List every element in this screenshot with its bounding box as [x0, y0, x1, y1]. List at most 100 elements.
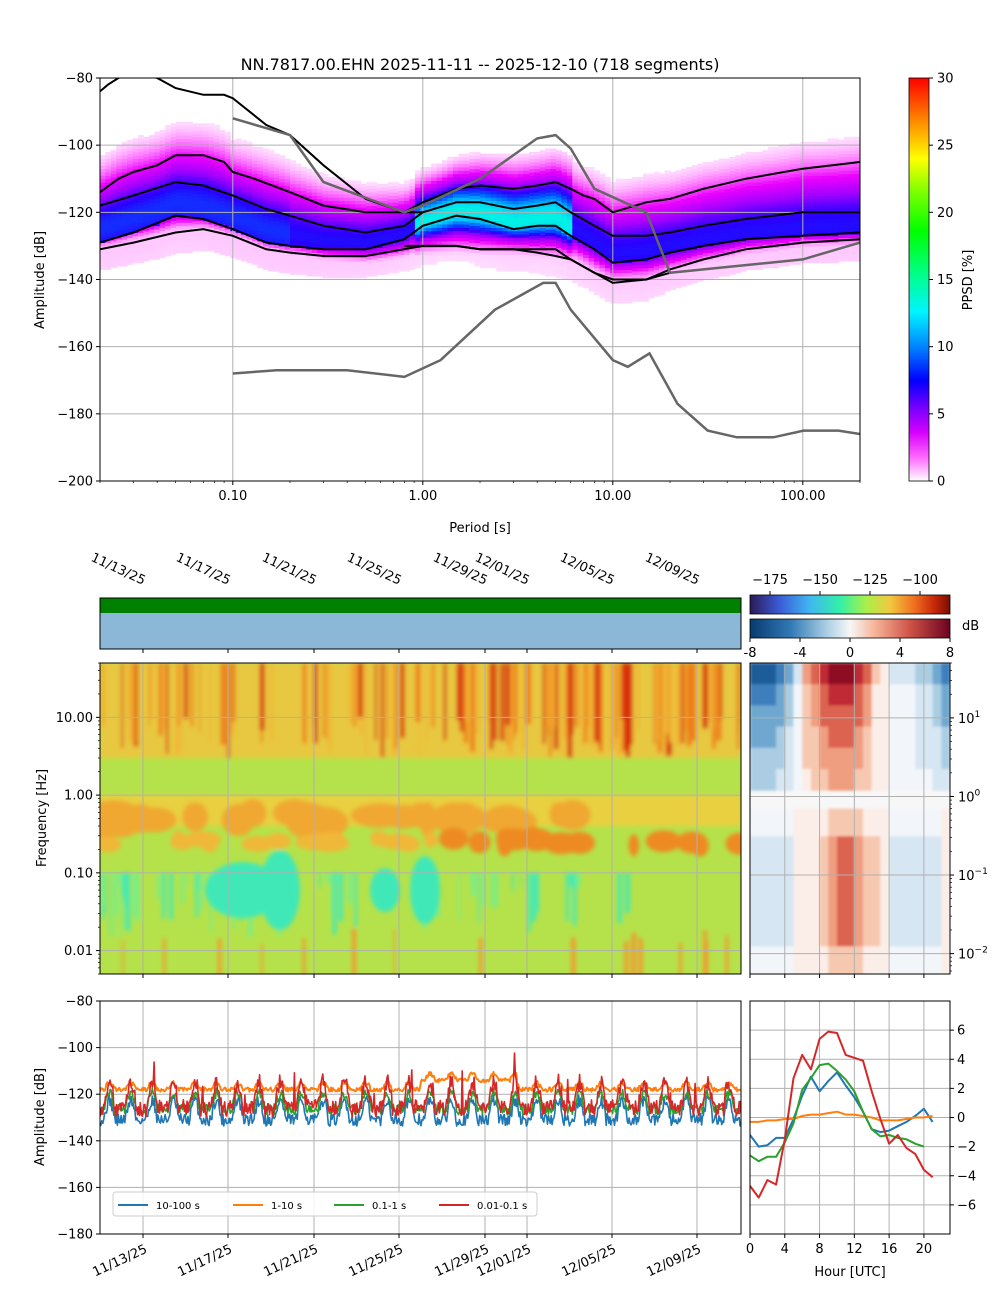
ppsd-density-cell — [110, 160, 117, 165]
ppsd-density-cell — [539, 190, 546, 195]
ppsd-density-cell — [545, 225, 552, 230]
ppsd-density-cell — [279, 209, 286, 213]
ppsd-density-cell — [295, 187, 302, 191]
ppsd-density-cell — [816, 182, 823, 186]
ppsd-density-cell — [675, 234, 682, 238]
ppsd-density-cell — [843, 224, 850, 228]
ppsd-density-cell — [496, 183, 503, 188]
ppsd-density-cell — [561, 212, 568, 217]
ppsd-density-cell — [724, 272, 731, 277]
ppsd-density-cell — [675, 257, 682, 262]
ppsd-density-cell — [300, 247, 307, 252]
ppsd-density-cell — [664, 237, 671, 242]
ppsd-density-cell — [767, 160, 774, 165]
ppsd-density-cell — [653, 172, 660, 176]
ppsd-density-cell — [827, 172, 834, 176]
ppsd-density-cell — [414, 180, 421, 185]
ppsd-density-cell — [718, 162, 725, 166]
ppsd-density-cell — [300, 227, 307, 232]
ppsd-density-cell — [822, 188, 828, 193]
ppsd-density-cell — [838, 193, 845, 198]
ppsd-density-cell — [756, 222, 763, 227]
ppsd-density-cell — [143, 257, 150, 262]
ppsd-density-cell — [431, 254, 438, 259]
ppsd-density-cell — [425, 247, 432, 252]
ppsd-density-cell — [735, 242, 742, 247]
ppsd-density-cell — [192, 247, 199, 252]
ppsd-density-cell — [300, 267, 307, 272]
ppsd-density-cell — [376, 207, 383, 212]
ppsd-density-cell — [349, 217, 356, 222]
ppsd-density-cell — [344, 217, 351, 222]
ppsd-density-cell — [648, 240, 655, 245]
ppsd-density-cell — [203, 150, 210, 154]
ppsd-density-cell — [127, 173, 134, 178]
ppsd-density-cell — [404, 200, 410, 205]
ppsd-density-cell — [469, 155, 476, 159]
ppsd-density-cell — [208, 230, 215, 235]
ppsd-density-cell — [360, 261, 367, 265]
ppsd-density-cell — [496, 177, 503, 181]
ppsd-density-cell — [784, 151, 790, 156]
ppsd-density-cell — [344, 261, 351, 265]
ppsd-density-cell — [490, 227, 497, 232]
ppsd-density-cell — [822, 245, 828, 250]
ppsd-density-cell — [241, 190, 248, 195]
ppsd-density-cell — [138, 148, 144, 153]
ppsd-density-cell — [675, 170, 682, 175]
ppsd-density-cell — [333, 200, 340, 205]
ppsd-density-cell — [507, 203, 514, 208]
ppsd-density-cell — [246, 229, 253, 233]
ppsd-density-cell — [148, 232, 155, 237]
ppsd-density-cell — [621, 266, 628, 270]
ppsd-density-cell — [273, 170, 280, 175]
ppsd-density-cell — [751, 266, 758, 270]
ppsd-density-cell — [528, 212, 535, 217]
ppsd-density-cell — [843, 146, 850, 151]
ppsd-density-cell — [382, 183, 389, 188]
ppsd-density-cell — [132, 222, 139, 227]
ppsd-density-cell — [604, 183, 611, 188]
ppsd-density-cell — [604, 291, 611, 296]
ppsd-density-cell — [566, 252, 573, 257]
ppsd-density-cell — [659, 254, 666, 259]
ppsd-density-cell — [414, 190, 421, 195]
ppsd-density-cell — [257, 170, 264, 175]
ppsd-density-cell — [702, 178, 709, 183]
ppsd-density-cell — [463, 207, 470, 212]
ppsd-density-cell — [811, 215, 818, 220]
ppsd-density-cell — [637, 237, 644, 242]
ppsd-density-cell — [262, 266, 269, 270]
ppsd-density-cell — [566, 276, 573, 280]
ppsd-density-cell — [284, 242, 291, 247]
ppsd-density-cell — [105, 158, 112, 163]
ppsd-density-cell — [653, 262, 660, 267]
ppsd-density-cell — [442, 257, 448, 262]
ppsd-density-cell — [246, 182, 253, 186]
ppsd-density-cell — [539, 163, 546, 168]
ppsd-density-cell — [100, 178, 106, 183]
ppsd-density-cell — [615, 272, 622, 277]
ppsd-density-cell — [480, 160, 486, 165]
ppsd-density-cell — [317, 198, 324, 203]
ppsd-density-cell — [382, 207, 389, 212]
ppsd-density-cell — [811, 202, 818, 207]
ppsd-density-cell — [100, 222, 106, 227]
ppsd-density-cell — [822, 168, 828, 173]
ppsd-density-cell — [507, 214, 514, 218]
ppsd-density-cell — [490, 177, 497, 181]
ppsd-density-cell — [148, 158, 155, 163]
ppsd-density-cell — [425, 230, 432, 235]
ppsd-density-cell — [398, 267, 405, 272]
ppsd-density-cell — [480, 257, 486, 262]
ppsd-density-cell — [653, 245, 660, 250]
ppsd-density-cell — [588, 237, 595, 242]
ppsd-density-cell — [127, 251, 134, 255]
ppsd-colorbar — [908, 77, 930, 482]
ppsd-density-cell — [192, 180, 199, 185]
ppsd-density-cell — [729, 160, 736, 165]
ppsd-density-cell — [805, 202, 812, 207]
ppsd-density-cell — [594, 177, 600, 181]
ppsd-density-cell — [838, 163, 845, 168]
